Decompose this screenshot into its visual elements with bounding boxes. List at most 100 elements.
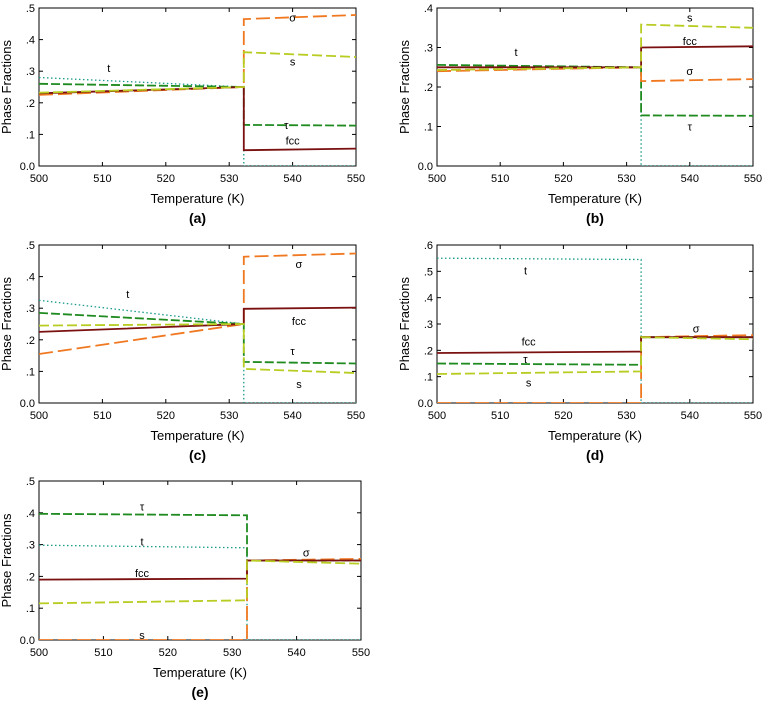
y-tick-label: .2 [26, 571, 35, 583]
series-line-t [39, 299, 356, 403]
series-label-fcc: fcc [522, 336, 537, 348]
y-tick-label: .4 [424, 3, 433, 15]
series-line-tau [39, 512, 361, 562]
series-line-t [39, 544, 361, 640]
series-group [39, 14, 356, 166]
y-tick-label: .1 [26, 366, 35, 378]
series-line-sigma [39, 558, 361, 640]
y-tick-label: .2 [424, 345, 433, 357]
series-label-tau: τ [140, 501, 145, 513]
series-line-s [437, 23, 753, 71]
panel-label: (a) [189, 210, 206, 226]
series-group [437, 23, 753, 166]
x-tick-label: 540 [287, 647, 305, 659]
y-tick-label: .3 [424, 43, 433, 55]
x-tick-label: 500 [428, 410, 446, 422]
y-tick-label: .5 [424, 266, 433, 278]
series-label-sigma: σ [303, 548, 310, 560]
y-tick-label: 0.0 [20, 161, 35, 173]
series-line-fcc [39, 86, 356, 152]
series-line-tau [437, 336, 753, 366]
x-tick-label: 500 [30, 173, 48, 185]
series-label-tau: τ [284, 120, 289, 132]
series-line-t [437, 257, 753, 403]
series-label-t: t [107, 63, 110, 75]
y-tick-label: .4 [26, 35, 35, 47]
panel-label: (b) [586, 210, 604, 226]
x-tick-label: 530 [223, 647, 241, 659]
series-line-t [437, 66, 753, 166]
chart-panel-4: 500 510 520 530 540 550 0.0 .1 .2 .3 .4 .5 .6 Tempera… [397, 240, 762, 463]
series-line-fcc [437, 45, 753, 69]
series-line-fcc [437, 336, 753, 354]
series-line-tau [39, 312, 356, 365]
series-label-s: s [290, 57, 296, 69]
y-axis-label: Phase Fractions [0, 513, 14, 607]
chart-panel-1: 500 510 520 530 540 550 0.0 .1 .2 .3 .4 .5 Temperatu… [0, 3, 365, 226]
series-label-s: s [526, 377, 532, 389]
x-tick-label: 530 [220, 173, 238, 185]
series-label-t: t [141, 536, 144, 548]
y-tick-label: .4 [424, 293, 433, 305]
series-label-s: s [296, 379, 302, 391]
x-tick-label: 530 [617, 173, 635, 185]
series-line-tau [437, 64, 753, 117]
y-tick-label: .1 [26, 603, 35, 615]
y-tick-label: .2 [26, 335, 35, 347]
x-tick-label: 550 [744, 410, 762, 422]
series-line-sigma [39, 252, 356, 355]
series-line-fcc [39, 559, 361, 581]
x-tick-label: 510 [93, 410, 111, 422]
y-tick-label: .4 [26, 508, 35, 520]
x-tick-label: 500 [428, 173, 446, 185]
y-tick-label: .1 [424, 372, 433, 384]
chart-panel-3: 500 510 520 530 540 550 0.0 .1 .2 .3 .4 .5 Temperatu… [0, 240, 365, 463]
series-line-fcc [39, 306, 356, 333]
series-line-tau [39, 82, 356, 127]
series-line-s [39, 559, 361, 605]
x-tick-label: 540 [283, 410, 301, 422]
y-tick-label: .4 [26, 272, 35, 284]
panel-label: (d) [586, 447, 604, 463]
x-tick-label: 520 [157, 410, 175, 422]
series-label-s: s [139, 630, 145, 642]
x-tick-label: 540 [283, 173, 301, 185]
x-tick-label: 550 [347, 173, 365, 185]
y-tick-label: 0.0 [20, 635, 35, 647]
x-tick-label: 540 [681, 173, 699, 185]
x-tick-label: 550 [347, 410, 365, 422]
x-tick-label: 500 [30, 647, 48, 659]
series-label-t: t [126, 289, 129, 301]
series-label-s: s [687, 12, 693, 24]
y-tick-label: .1 [26, 129, 35, 141]
x-tick-label: 510 [491, 410, 509, 422]
series-label-fcc: fcc [683, 36, 698, 48]
y-tick-label: .5 [26, 240, 35, 252]
series-label-tau: τ [290, 346, 295, 358]
plot-frame [436, 244, 754, 404]
y-axis-label: Phase Fractions [0, 40, 14, 134]
series-label-tau: τ [688, 122, 693, 134]
x-axis-label: Temperature (K) [153, 665, 247, 680]
series-label-sigma: σ [693, 324, 700, 336]
series-label-fcc: fcc [135, 568, 150, 580]
x-axis-label: Temperature (K) [151, 428, 245, 443]
series-line-sigma [39, 14, 356, 96]
y-axis-label: Phase Fractions [0, 277, 14, 371]
y-tick-label: .1 [424, 122, 433, 134]
x-axis-label: Temperature (K) [548, 428, 642, 443]
y-tick-label: .6 [424, 240, 433, 252]
x-tick-label: 550 [352, 647, 370, 659]
chart-panel-2: 500 510 520 530 540 550 0.0 .1 .2 .3 .4 Temperature… [397, 3, 762, 226]
series-line-s [39, 51, 356, 94]
plot-frame [38, 244, 357, 404]
y-tick-label: .3 [26, 540, 35, 552]
x-tick-label: 520 [157, 173, 175, 185]
y-tick-label: .3 [26, 66, 35, 78]
plot-frame [38, 7, 357, 167]
series-label-fcc: fcc [292, 316, 307, 328]
x-tick-label: 510 [93, 173, 111, 185]
y-tick-label: 0.0 [418, 161, 433, 173]
y-tick-label: .3 [26, 303, 35, 315]
